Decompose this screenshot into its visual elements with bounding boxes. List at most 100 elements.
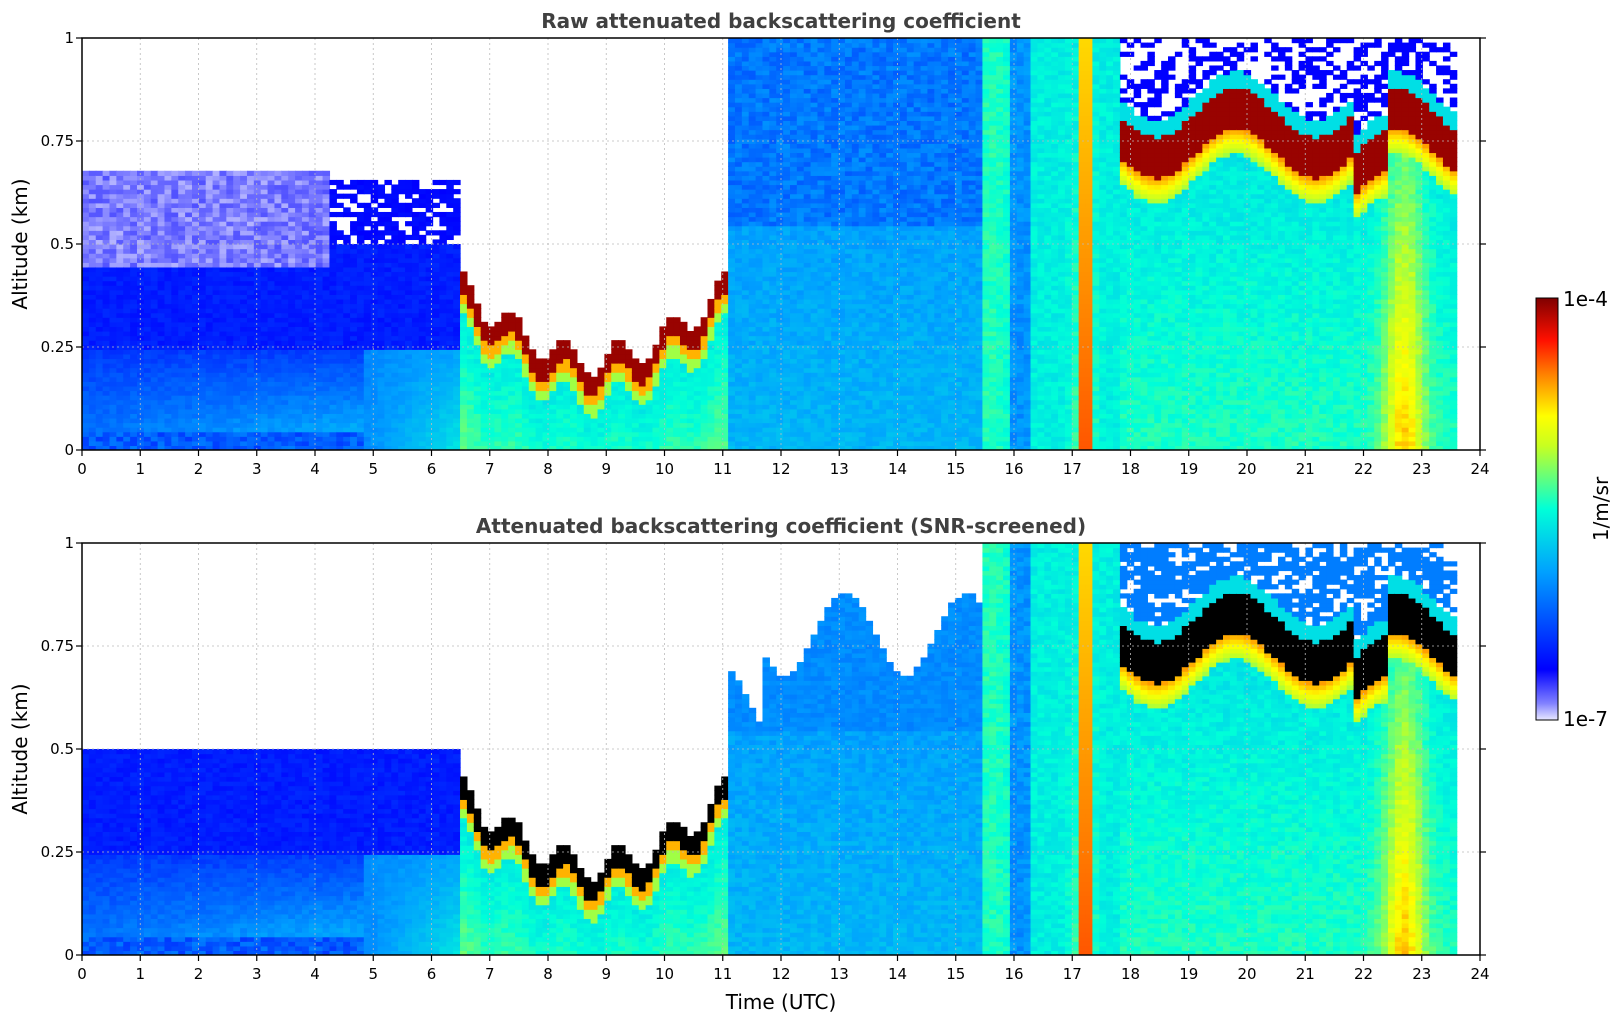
heatmap-cell xyxy=(501,404,509,410)
heatmap-cell xyxy=(246,234,255,241)
heatmap-cell xyxy=(714,376,722,382)
heatmap-cell xyxy=(343,445,351,450)
heatmap-cell xyxy=(418,358,427,364)
heatmap-cell xyxy=(748,221,757,227)
heatmap-cell xyxy=(597,367,605,373)
heatmap-cell xyxy=(281,248,289,254)
heatmap-cell xyxy=(418,408,427,414)
heatmap-cell xyxy=(178,239,186,245)
heatmap-cell xyxy=(494,395,502,401)
heatmap-cell xyxy=(377,221,386,227)
heatmap-cell xyxy=(528,436,537,442)
heatmap-cell xyxy=(240,330,248,337)
heatmap-cell xyxy=(308,312,317,318)
heatmap-cell xyxy=(185,340,193,346)
heatmap-cell xyxy=(411,271,420,277)
heatmap-cell xyxy=(748,276,757,282)
heatmap-cell xyxy=(625,417,633,424)
heatmap-cell xyxy=(329,390,337,396)
heatmap-cell xyxy=(260,202,269,208)
heatmap-cell xyxy=(260,395,269,401)
heatmap-cell xyxy=(109,312,117,318)
heatmap-cell xyxy=(707,385,715,392)
heatmap-cell xyxy=(515,363,523,369)
heatmap-cell xyxy=(411,179,420,186)
heatmap-cell xyxy=(741,427,750,433)
heatmap-cell xyxy=(253,266,262,273)
heatmap-cell xyxy=(776,390,784,396)
heatmap-cell xyxy=(769,385,777,392)
heatmap-cell xyxy=(604,404,612,410)
heatmap-cell xyxy=(398,202,406,208)
heatmap-cell xyxy=(466,399,475,405)
heatmap-cell xyxy=(212,244,221,250)
heatmap-cell xyxy=(116,170,124,176)
heatmap-cell xyxy=(611,390,619,396)
heatmap-cell xyxy=(82,184,90,190)
heatmap-cell xyxy=(673,417,681,424)
heatmap-cell xyxy=(171,408,179,414)
heatmap-cell xyxy=(322,248,331,254)
heatmap-cell xyxy=(123,445,131,450)
heatmap-cell xyxy=(411,417,420,424)
heatmap-cell xyxy=(363,221,372,227)
heatmap-cell xyxy=(590,413,599,419)
heatmap-cell xyxy=(281,289,289,295)
heatmap-cell xyxy=(453,248,461,254)
heatmap-cell xyxy=(281,239,289,245)
heatmap-cell xyxy=(370,239,379,245)
heatmap-cell xyxy=(398,239,406,245)
heatmap-cell xyxy=(384,211,392,218)
heatmap-cell xyxy=(762,353,770,360)
heatmap-cell xyxy=(453,321,461,327)
heatmap-cell xyxy=(240,417,248,424)
heatmap-cell xyxy=(384,280,392,286)
heatmap-cell xyxy=(164,404,172,410)
heatmap-cell xyxy=(755,92,764,99)
heatmap-cell xyxy=(150,344,159,350)
heatmap-cell xyxy=(308,262,317,268)
heatmap-cell xyxy=(123,440,131,447)
heatmap-cell xyxy=(191,257,200,263)
heatmap-cell xyxy=(631,385,640,392)
heatmap-cell xyxy=(178,257,186,263)
heatmap-cell xyxy=(308,363,317,369)
heatmap-cell xyxy=(130,422,138,428)
heatmap-cell xyxy=(645,408,654,414)
heatmap-cell xyxy=(425,381,434,387)
heatmap-cell xyxy=(611,372,619,378)
heatmap-cell xyxy=(253,230,262,236)
heatmap-cell xyxy=(336,211,344,218)
heatmap-cell xyxy=(714,381,722,387)
heatmap-cell xyxy=(439,317,447,323)
heatmap-cell xyxy=(762,253,770,259)
heatmap-cell xyxy=(171,312,179,318)
heatmap-cell xyxy=(82,326,90,332)
heatmap-cell xyxy=(136,340,145,346)
heatmap-cell xyxy=(281,344,289,350)
heatmap-cell xyxy=(240,170,248,176)
heatmap-cell xyxy=(542,408,550,414)
heatmap-cell xyxy=(191,363,200,369)
heatmap-cell xyxy=(123,262,131,268)
heatmap-cell xyxy=(384,317,392,323)
heatmap-cell xyxy=(198,408,207,414)
heatmap-cell xyxy=(625,376,633,382)
heatmap-cell xyxy=(776,422,784,428)
heatmap-cell xyxy=(776,399,784,405)
heatmap-cell xyxy=(734,436,743,442)
heatmap-cell xyxy=(769,353,777,360)
heatmap-cell xyxy=(295,376,303,382)
heatmap-cell xyxy=(157,202,166,208)
heatmap-cell xyxy=(88,427,97,433)
heatmap-cell xyxy=(343,408,351,414)
heatmap-cell xyxy=(253,431,262,437)
heatmap-cell xyxy=(178,326,186,332)
heatmap-cell xyxy=(109,381,117,387)
heatmap-cell xyxy=(769,253,777,259)
heatmap-cell xyxy=(515,326,523,332)
heatmap-cell xyxy=(542,395,550,401)
heatmap-cell xyxy=(741,207,750,213)
heatmap-cell xyxy=(776,253,784,259)
heatmap-cell xyxy=(755,271,764,277)
